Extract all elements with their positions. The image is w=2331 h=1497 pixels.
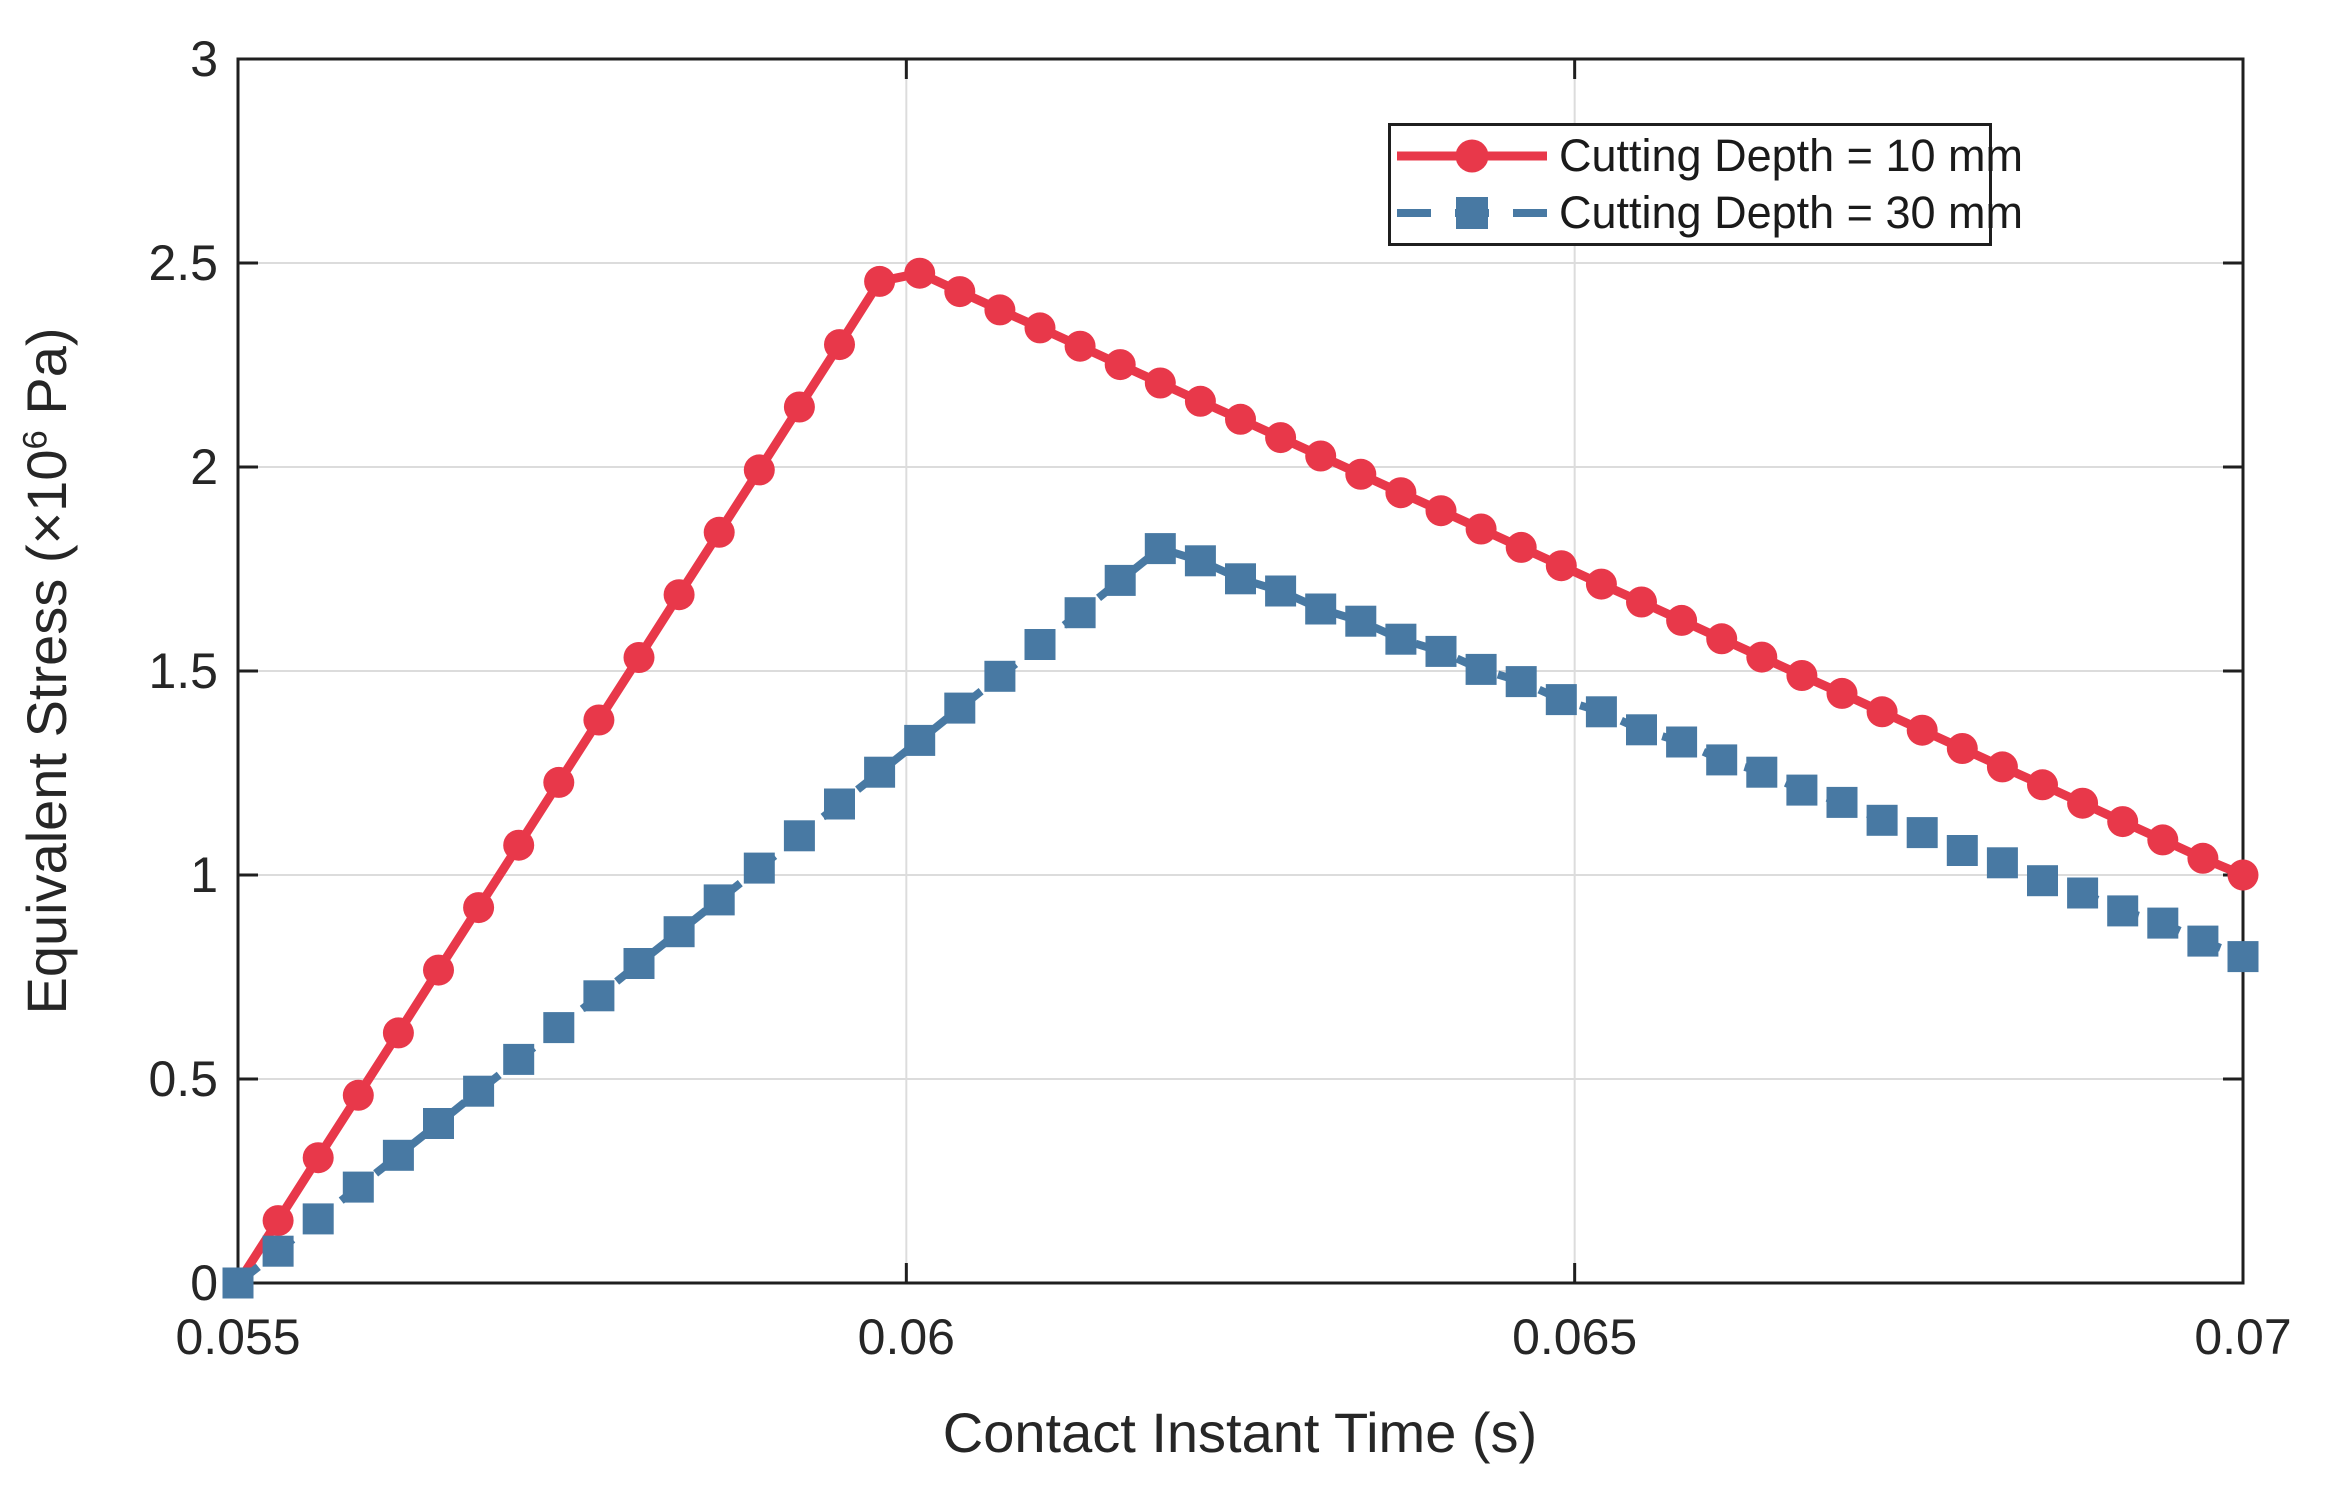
series-line-cutting-depth-30mm [235, 544, 2245, 1287]
y-axis-title-unit: Pa) [15, 327, 78, 431]
legend-swatch-blue-square-icon [1397, 197, 1547, 230]
y-tick-label-0: 0 [190, 1255, 218, 1311]
x-tick-label-0.07: 0.07 [2194, 1309, 2292, 1365]
x-tick-label-0.055: 0.055 [175, 1309, 301, 1365]
legend-swatch-red-circle-icon [1397, 139, 1547, 173]
series-markers-cutting-depth-10mm [222, 257, 2259, 1299]
y-tick-label-3: 3 [190, 31, 218, 87]
x-tick-label-0.06: 0.06 [857, 1309, 955, 1365]
x-tick-label-0.065: 0.065 [1512, 1309, 1638, 1365]
legend-label: Cutting Depth = 10 mm [1559, 129, 2023, 181]
y-tick-label-1: 1 [190, 847, 218, 903]
legend: Cutting Depth = 10 mm Cutting Depth = 30… [1388, 123, 2023, 246]
x-axis-title: Contact Instant Time (s) [942, 1401, 1538, 1464]
y-tick-label-2.5: 2.5 [148, 235, 218, 291]
series-markers-cutting-depth-30mm [222, 533, 2259, 1299]
grid-lines [238, 59, 2243, 1283]
y-tick-label-2: 2 [190, 439, 218, 495]
legend-item-cutting-depth-10mm: Cutting Depth = 10 mm [1391, 128, 2023, 184]
legend-label: Cutting Depth = 30 mm [1559, 187, 2023, 239]
y-axis-title-text: Equivalent Stress (×10 [15, 449, 78, 1015]
y-tick-label-1.5: 1.5 [148, 643, 218, 699]
legend-item-cutting-depth-30mm: Cutting Depth = 30 mm [1391, 185, 2023, 241]
y-tick-label-0.5: 0.5 [148, 1051, 218, 1107]
